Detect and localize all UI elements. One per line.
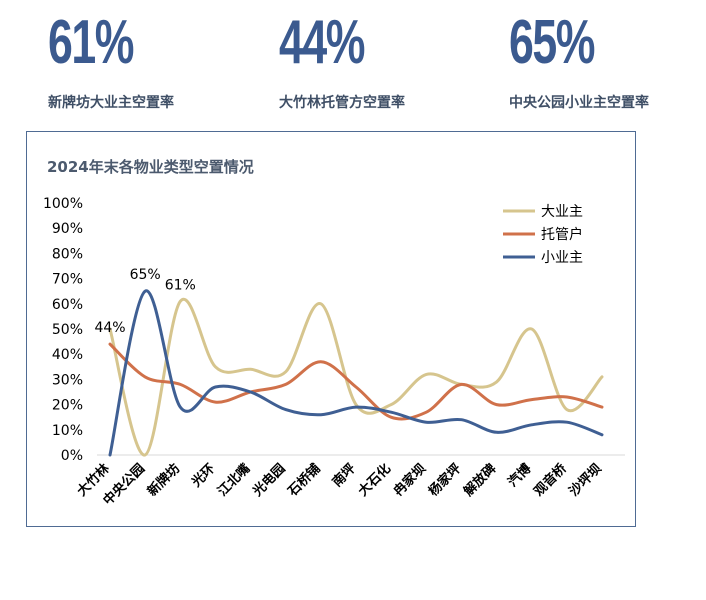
series-line-小业主 — [108, 289, 604, 457]
kpi-card-dazhulin: 44% 大竹林托管方空置率 — [279, 8, 405, 112]
y-tick-label: 30% — [52, 372, 83, 388]
x-tick-label: 观音桥 — [531, 460, 571, 500]
kpi-value: 65% — [509, 8, 595, 77]
data-label: 61% — [165, 277, 196, 293]
y-tick-label: 0% — [61, 448, 83, 464]
x-tick-label: 光环 — [188, 461, 218, 491]
chart-title: 2024年末各物业类型空置情况 — [47, 158, 254, 176]
x-tick-label: 南坪 — [329, 461, 359, 491]
kpi-label: 大竹林托管方空置率 — [279, 95, 405, 111]
chart-panel: 2024年末各物业类型空置情况 0% 10% 20% 30% 40% 50% 60% 70% 8… — [26, 131, 636, 527]
series-line-大业主 — [108, 297, 604, 457]
kpi-value: 61% — [48, 8, 134, 77]
x-tick-label: 杨家坪 — [425, 461, 464, 500]
kpi-card-xinpaifang: 61% 新牌坊大业主空置率 — [48, 8, 174, 112]
line-chart: 0%10%20%30%40%50%60%70%80%90%100%大竹林中央公园… — [43, 196, 625, 509]
legend-label: 大业主 — [541, 204, 583, 220]
kpi-label: 中央公园小业主空置率 — [509, 95, 649, 111]
x-tick-label: 冉家坝 — [390, 461, 429, 500]
data-label: 65% — [130, 267, 161, 283]
series-line-托管户 — [108, 342, 604, 421]
kpi-card-zhongyanggongyuan: 65% 中央公园小业主空置率 — [509, 8, 649, 112]
x-tick-label: 解放碑 — [460, 461, 500, 501]
y-tick-label: 50% — [52, 322, 83, 338]
y-tick-label: 100% — [43, 196, 83, 212]
data-label: 44% — [94, 320, 125, 336]
y-tick-label: 70% — [52, 272, 83, 288]
kpi-value: 44% — [279, 8, 365, 77]
y-tick-label: 20% — [52, 398, 83, 414]
y-tick-label: 10% — [52, 423, 83, 439]
x-tick-label: 新牌坊 — [144, 461, 183, 500]
y-tick-label: 80% — [52, 246, 83, 262]
x-tick-label: 江北嘴 — [214, 461, 253, 500]
x-tick-label: 汽博 — [505, 461, 535, 491]
legend-label: 托管户 — [541, 226, 583, 243]
x-tick-label: 石桥铺 — [284, 461, 324, 501]
x-tick-label: 光电园 — [249, 461, 289, 501]
y-tick-label: 60% — [52, 297, 83, 313]
legend-label: 小业主 — [541, 250, 583, 266]
x-tick-label: 大石化 — [355, 461, 394, 500]
y-tick-label: 90% — [52, 221, 83, 237]
y-tick-label: 40% — [52, 347, 83, 363]
x-tick-label: 沙坪坝 — [567, 461, 605, 499]
kpi-label: 新牌坊大业主空置率 — [48, 95, 174, 111]
